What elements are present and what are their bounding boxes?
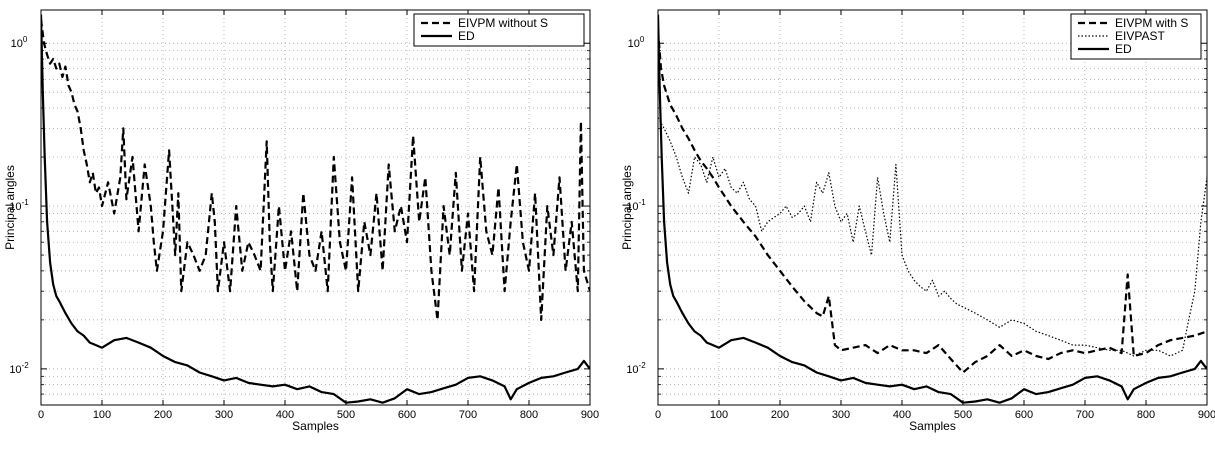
x-tick-label: 600 (1015, 409, 1033, 421)
x-tick-label: 700 (459, 409, 477, 421)
series-group (658, 14, 1207, 404)
x-tick-label: 600 (398, 409, 416, 421)
x-tick-label: 100 (710, 409, 728, 421)
series-line-ed (658, 14, 1207, 404)
legend-box (413, 13, 585, 47)
axes-frame (657, 9, 1208, 406)
y-tick-label: 10-2 (9, 361, 29, 376)
legend-entry: ED (458, 29, 475, 43)
x-axis-label: Samples (292, 419, 339, 433)
x-tick-label: 700 (1076, 409, 1094, 421)
x-tick-label: 800 (1137, 409, 1155, 421)
y-axis-label: Principal angles (620, 165, 634, 250)
grid (40, 10, 591, 406)
axes-frame (40, 9, 591, 406)
x-tick-label: 400 (893, 409, 911, 421)
legend-entry: ED (1115, 42, 1132, 56)
y-tick-label: 10-2 (626, 361, 646, 376)
x-tick-label: 300 (832, 409, 850, 421)
series-line-ed (41, 14, 590, 404)
x-tick-label: 100 (93, 409, 111, 421)
series-group (41, 14, 590, 404)
y-tick-label: 10-1 (626, 198, 646, 213)
series-line-eivpast (658, 117, 1207, 357)
y-tick-label: 100 (11, 35, 28, 50)
x-tick-label: 200 (154, 409, 172, 421)
legend: EIVPM without SED (413, 13, 585, 47)
series-line-eivpm-with-s (658, 30, 1207, 374)
y-axis: 10-2 10-1 100 (9, 35, 590, 406)
x-axis-label: Samples (909, 419, 956, 433)
x-axis: 0 100 200 300 400 500 600 700 800 900 (38, 10, 599, 421)
x-tick-label: 500 (954, 409, 972, 421)
x-tick-label: 900 (581, 409, 599, 421)
x-tick-label: 400 (276, 409, 294, 421)
y-axis: 10-2 10-1 100 (626, 35, 1207, 406)
x-axis: 0 100 200 300 400 500 600 700 800 900 (655, 10, 1215, 421)
chart-panel-2: 0 100 200 300 400 500 600 700 800 900 10-2 10-1 100 S… (620, 9, 1215, 433)
y-tick-label: 10-1 (9, 198, 29, 213)
series-line-eivpm-without-s (41, 19, 590, 321)
grid (657, 10, 1208, 406)
legend-entry: EIVPAST (1115, 29, 1165, 43)
x-tick-label: 900 (1198, 409, 1215, 421)
y-axis-label: Principal angles (3, 165, 17, 250)
x-tick-label: 0 (38, 409, 44, 421)
legend-entry: EIVPM with S (1115, 16, 1188, 30)
y-tick-label: 100 (628, 35, 645, 50)
legend-entry: EIVPM without S (458, 16, 548, 30)
x-tick-label: 800 (520, 409, 538, 421)
chart-panel-1: 0 100 200 300 400 500 600 700 800 900 10-2 10-1 100 S… (3, 9, 599, 433)
x-tick-label: 500 (337, 409, 355, 421)
x-tick-label: 200 (771, 409, 789, 421)
x-tick-label: 0 (655, 409, 661, 421)
x-tick-label: 300 (215, 409, 233, 421)
